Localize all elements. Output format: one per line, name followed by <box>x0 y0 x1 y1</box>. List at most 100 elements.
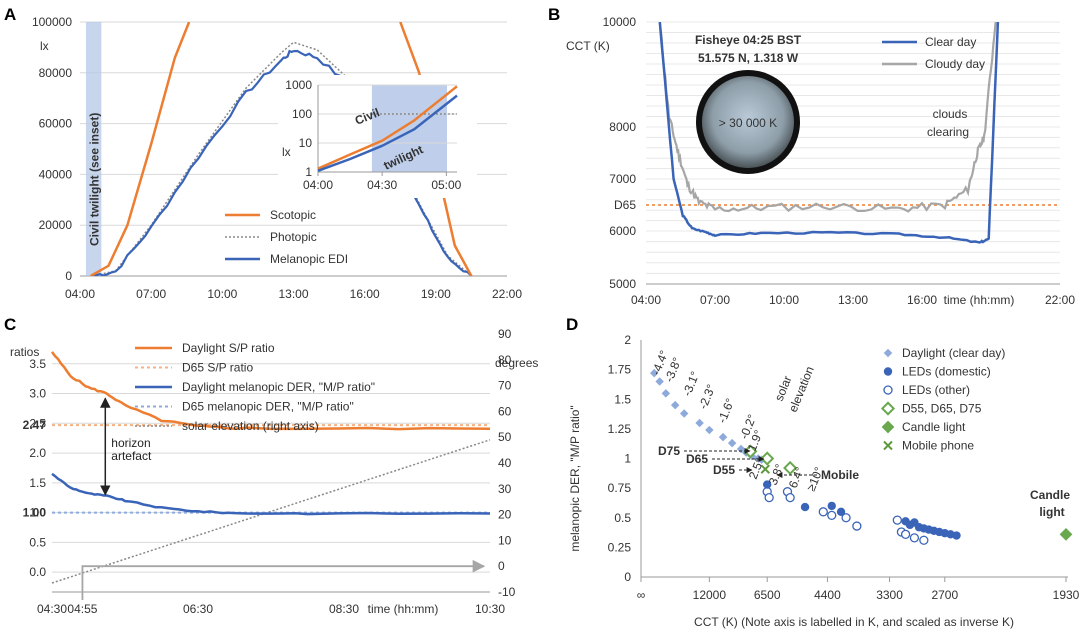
x-tick-label: 10:00 <box>769 293 799 307</box>
x-tick-label: 08:30 <box>329 602 359 616</box>
mobile-label: Mobile <box>821 468 859 482</box>
y-tick-label: 0.0 <box>29 565 46 579</box>
series-daylight-sp <box>50 351 491 431</box>
y-tick-label: 20000 <box>39 218 73 232</box>
point-led-other <box>764 492 774 503</box>
horizon-annotation: horizon <box>111 436 150 450</box>
point-led-domestic <box>762 480 772 489</box>
y-tick-label: 1.5 <box>614 392 631 406</box>
legend-item: Mobile phone <box>883 439 974 453</box>
legend-entry: D65 S/P ratio <box>182 361 253 375</box>
series-solar-elevation <box>51 439 491 584</box>
x-axis-label: CCT (K) (Note axis is labelled in K, and… <box>694 615 1014 629</box>
y2-tick-label: 0 <box>498 559 505 573</box>
x-tick-label: 3300 <box>876 588 903 602</box>
y-tick-label: 6000 <box>609 224 636 238</box>
y-axis-label: lx <box>40 39 49 53</box>
y-tick-label: 1.75 <box>608 363 632 377</box>
illuminant-label: D55 <box>713 463 735 477</box>
y-tick-label: 0.75 <box>608 481 632 495</box>
x-tick-label: 22:00 <box>1045 293 1075 307</box>
elevation-label: -3.1° <box>680 369 703 398</box>
x-tick-label: ∞ <box>637 588 646 602</box>
point-standard-illuminant <box>783 460 798 476</box>
x-axis-label: time (hh:mm) <box>944 293 1015 307</box>
x-tick-label: 22:00 <box>492 287 522 301</box>
legend-entry: Photopic <box>270 230 317 244</box>
illuminant-label: D65 <box>686 452 708 466</box>
fisheye-value: > 30 000 K <box>719 116 777 130</box>
y2-tick-label: 50 <box>498 430 512 444</box>
x-tick-label: 13:00 <box>278 287 308 301</box>
x-tick-label: 16:00 <box>907 293 937 307</box>
y-tick-label: 60000 <box>39 117 73 131</box>
y-tick-label: 1.5 <box>29 476 46 490</box>
artefact-annotation: artefact <box>111 449 152 463</box>
highlight-sp-value: 2.47 <box>23 418 47 432</box>
legend-item: LEDs (other) <box>883 383 970 397</box>
inset-y-tick-label: 1 <box>305 165 312 179</box>
point-daylight <box>736 444 746 454</box>
y-tick-label: 1.25 <box>608 422 632 436</box>
inset-y-tick-label: 1000 <box>285 78 312 92</box>
panel-a: A 0 20000 40000 60000 80000 100000 lx 04:00 07:00… <box>4 5 522 301</box>
fisheye-title: Fisheye 04:25 BST <box>695 33 802 47</box>
y-tick-label: 0 <box>624 570 631 584</box>
series-cloudy-day <box>658 22 997 213</box>
legend-entry: D65 melanopic DER, "M/P ratio" <box>182 400 354 414</box>
legend-entry: Daylight melanopic DER, "M/P ratio" <box>182 380 375 394</box>
panel-letter-a: A <box>4 5 16 24</box>
legend-entry: Candle light <box>902 420 966 434</box>
legend-swatch <box>880 401 896 416</box>
legend-swatch <box>883 367 893 376</box>
point-daylight <box>718 432 728 442</box>
legend-item: Daylight (clear day) <box>883 346 1005 360</box>
legend-item: Candle light <box>881 420 966 434</box>
y-tick-label: 7000 <box>609 172 636 186</box>
inset-x-tick-label: 04:30 <box>367 178 397 192</box>
legend-swatch <box>881 420 895 434</box>
x-tick-label: 10:00 <box>207 287 237 301</box>
y2-tick-label: 40 <box>498 456 512 470</box>
legend-item: LEDs (domestic) <box>883 365 991 379</box>
legend-swatch <box>883 348 893 358</box>
x-tick-label: 04:00 <box>631 293 661 307</box>
x-axis-label: time (hh:mm) <box>368 602 439 616</box>
elevation-word-label: elevation <box>786 364 817 414</box>
point-daylight <box>649 368 659 378</box>
civil-twilight-band <box>85 22 102 276</box>
y-tick-label: 80000 <box>39 66 73 80</box>
y-tick-label: 0.5 <box>29 535 46 549</box>
x-tick-label: 10:30 <box>475 602 505 616</box>
x-tick-label: 07:00 <box>136 287 166 301</box>
point-daylight <box>695 418 704 428</box>
legend-item: D55, D65, D75 <box>880 401 982 416</box>
inset-series-scotopic <box>317 85 458 170</box>
panel-letter-d: D <box>566 315 578 334</box>
elevation-label: -2.3° <box>696 382 719 411</box>
clouds-label: clouds <box>933 107 968 121</box>
x-tick-label: 07:00 <box>700 293 730 307</box>
y-tick-label: 2 <box>624 333 631 347</box>
point-led-other <box>827 510 837 521</box>
series-daylight-mp <box>51 472 491 516</box>
y-tick-label: 3.5 <box>29 357 46 371</box>
inset-twilight-band <box>371 85 447 172</box>
panel-letter-c: C <box>4 315 16 334</box>
y-axis-label: melanopic DER, "M/P ratio" <box>568 405 582 551</box>
y-tick-label: 40000 <box>39 167 73 181</box>
y2-tick-label: -10 <box>498 585 516 599</box>
x-tick-label: 19:00 <box>421 287 451 301</box>
inset-x-tick-label: 05:00 <box>431 178 461 192</box>
panel-letter-b: B <box>548 5 560 24</box>
panel-b: B 5000 6000 7000 8000 10000 CCT (K) 04:00 07:00 1… <box>548 5 1075 307</box>
candle-label: Candle <box>1030 488 1070 502</box>
civil-twilight-label: Civil twilight (see inset) <box>88 113 102 246</box>
series-scotopic <box>90 22 191 276</box>
clouds-label: clearing <box>927 125 969 139</box>
legend-entry: LEDs (other) <box>902 383 970 397</box>
elevation-zero-arrow <box>81 559 486 600</box>
series-group-b <box>658 22 1000 244</box>
y2-tick-label: 80 <box>498 353 512 367</box>
